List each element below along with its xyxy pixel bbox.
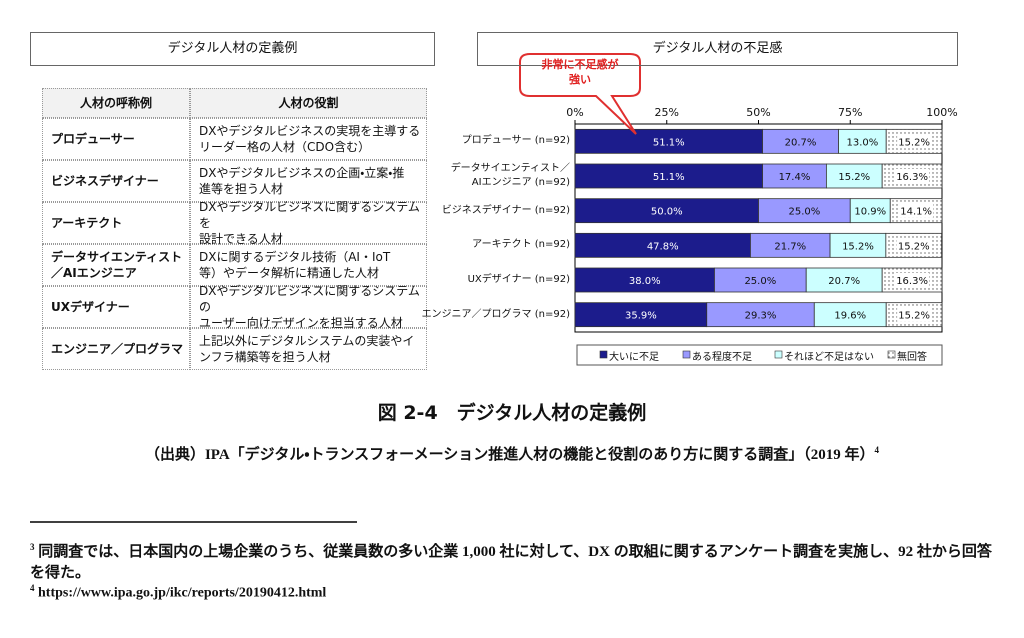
value-label: 47.8% [647,241,679,252]
table-title: デジタル人材の定義例 [30,32,435,66]
plot-frame [574,123,943,333]
annotation: 非常に不足感が 強い [541,58,619,86]
source-text: （出典）IPA「デジタル・トランスフォーメーション推進人材の機能と役割のあり方に… [144,447,875,463]
bar-segment [805,267,883,293]
value-label: 51.1% [653,137,685,148]
value-label: 15.2% [898,311,930,322]
value-label: 16.3% [896,276,928,287]
footnote-mark: 4 [30,583,35,593]
value-label: 15.2% [898,241,930,252]
y-tick-label: アーキテクト (n=92) [472,239,570,251]
name-cell: UXデザイナー [42,286,190,328]
chart-title: デジタル人材の不足感 [477,32,958,66]
y-tick-label: UXデザイナー (n=92) [467,274,570,285]
value-label: 51.1% [653,172,685,183]
legend-label: 無回答 [897,352,927,363]
footnote-text: 同調査では、日本国内の上場企業のうち、従業員数の多い企業 1,000 社に対して… [30,544,992,581]
legend-swatch [599,350,608,359]
label-bg [897,307,932,322]
bar-segment [714,267,807,293]
x-tick-label: 25% [654,106,679,119]
bar-segment [829,232,887,258]
value-label: 38.0% [629,276,661,287]
legend-swatch [682,350,691,359]
table-header: 人材の呼称例 [42,88,190,118]
bar-segment [574,302,708,328]
x-tick-label: 0% [566,106,584,119]
label-bg [895,169,930,183]
name-cell: アーキテクト [42,202,190,244]
label-bg [899,203,934,218]
bar-segment [706,302,815,328]
value-label: 10.9% [854,207,886,218]
value-label: 50.0% [651,207,683,218]
role-cell: DXやデジタルビジネスに関するシステムの ユーザー向けデザインを担当する人材 [190,284,427,330]
legend-swatch [774,350,783,359]
footnote: 4 https://www.ipa.go.jp/ikc/reports/2019… [30,583,995,602]
footnote-mark: 3 [30,542,35,552]
value-label: 20.7% [828,276,860,287]
figure-caption: 図 2-4 デジタル人材の定義例 [377,402,647,424]
role-cell: 上記以外にデジタルシステムの実装やイ ンフラ構築等を担う人材 [190,328,427,370]
value-label: 15.2% [898,137,930,148]
value-label: 25.0% [744,276,776,287]
name-cell: データサイエンティスト ／AIエンジニア [42,244,190,286]
y-tick-label: ビジネスデザイナー (n=92) [441,204,570,216]
value-label: 13.0% [846,137,878,148]
legend-label: ある程度不足 [692,352,752,363]
role-cell: DXやデジタルビジネスの実現を主導する リーダー格の人材（CDO含む） [190,118,427,160]
role-cell: DXやデジタルビジネスの企画・立案・推 進等を担う人材 [190,160,427,202]
y-tick-label: エンジニア／プログラマ (n=92) [421,308,570,320]
value-label: 29.3% [745,311,777,322]
bar-segment [813,302,887,328]
name-cell: プロデューサー [42,118,190,160]
value-label: 16.3% [896,172,928,183]
bar-segment [750,232,831,258]
bar-segment [574,267,715,293]
bar-segment [762,128,839,154]
name-cell: エンジニア／プログラマ [42,328,190,370]
value-label: 15.2% [842,241,874,252]
legend-swatch [887,350,896,359]
value-label: 15.2% [838,172,870,183]
x-tick-label: 100% [926,106,958,119]
bar-segment [849,198,891,224]
value-label: 19.6% [834,311,866,322]
bar-segment [825,163,883,189]
bar-segment [762,163,827,189]
x-tick-label: 50% [746,106,771,119]
label-bg [896,238,931,253]
label-bg [897,134,932,149]
value-label: 25.0% [788,207,820,218]
x-tick-label: 75% [838,106,863,119]
bar-segment [574,198,759,224]
legend-label: 大いに不足 [609,352,659,363]
value-label: 21.7% [774,241,806,252]
legend-frame [576,344,943,366]
bar-segment [574,128,763,154]
footnote: 3 同調査では、日本国内の上場企業のうち、従業員数の多い企業 1,000 社に対… [30,537,995,584]
name-cell: ビジネスデザイナー [42,160,190,202]
role-cell: DXに関するデジタル技術（AI・IoT 等）やデータ解析に精通した人材 [190,244,427,286]
table-header: 人材の役割 [190,88,427,118]
footnote-text: https://www.ipa.go.jp/ikc/reports/201904… [38,585,327,601]
value-label: 20.7% [785,137,817,148]
value-label: 17.4% [779,172,811,183]
value-label: 14.1% [900,207,932,218]
y-tick-label: データサイエンティスト／ AIエンジニア (n=92) [450,163,570,188]
legend-label: それほど不足はない [784,352,874,363]
value-label: 35.9% [625,311,657,322]
label-bg [895,273,930,287]
bar-segment [574,232,751,258]
callout-bubble [519,53,641,135]
role-cell: DXやデジタルビジネスに関するシステムを 設計できる人材 [190,200,427,246]
source: （出典）IPA「デジタル・トランスフォーメーション推進人材の機能と役割のあり方に… [0,443,1024,464]
y-tick-label: プロデューサー (n=92) [461,135,570,147]
note-ref: 4 [874,445,880,455]
bar-segment [574,163,763,189]
